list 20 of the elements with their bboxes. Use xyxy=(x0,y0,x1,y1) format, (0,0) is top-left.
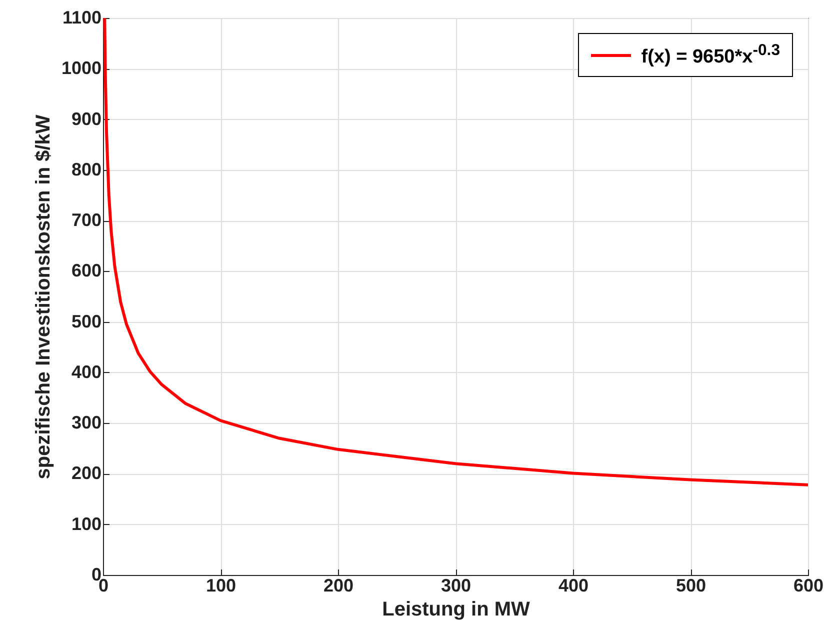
y-tick-label: 400 xyxy=(71,362,102,382)
y-tick-label: 600 xyxy=(71,260,102,281)
x-tick-label: 300 xyxy=(440,576,472,596)
y-tick-label: 700 xyxy=(71,210,102,230)
y-tick-label: 900 xyxy=(71,108,102,129)
y-tick-label: 500 xyxy=(71,311,102,332)
y-tick-label: 1000 xyxy=(61,58,102,78)
y-tick-label: 100 xyxy=(71,514,102,534)
x-tick-label: 200 xyxy=(323,576,354,596)
y-axis-title: spezifische Investitionskosten in $/kW xyxy=(32,114,54,480)
x-tick-label: 600 xyxy=(793,576,824,596)
x-axis-title: Leistung in MW xyxy=(382,598,530,620)
y-tick-label: 200 xyxy=(71,463,102,484)
x-tick-label: 400 xyxy=(558,576,589,596)
y-tick-label: 800 xyxy=(71,159,102,180)
y-tick-label: 300 xyxy=(71,412,102,433)
x-tick-label: 100 xyxy=(206,576,236,596)
legend-label: f(x) = 9650*x$^{-0.3}$ xyxy=(641,42,780,68)
y-tick-label: 1100 xyxy=(62,8,102,28)
x-tick-label: 500 xyxy=(676,576,706,596)
